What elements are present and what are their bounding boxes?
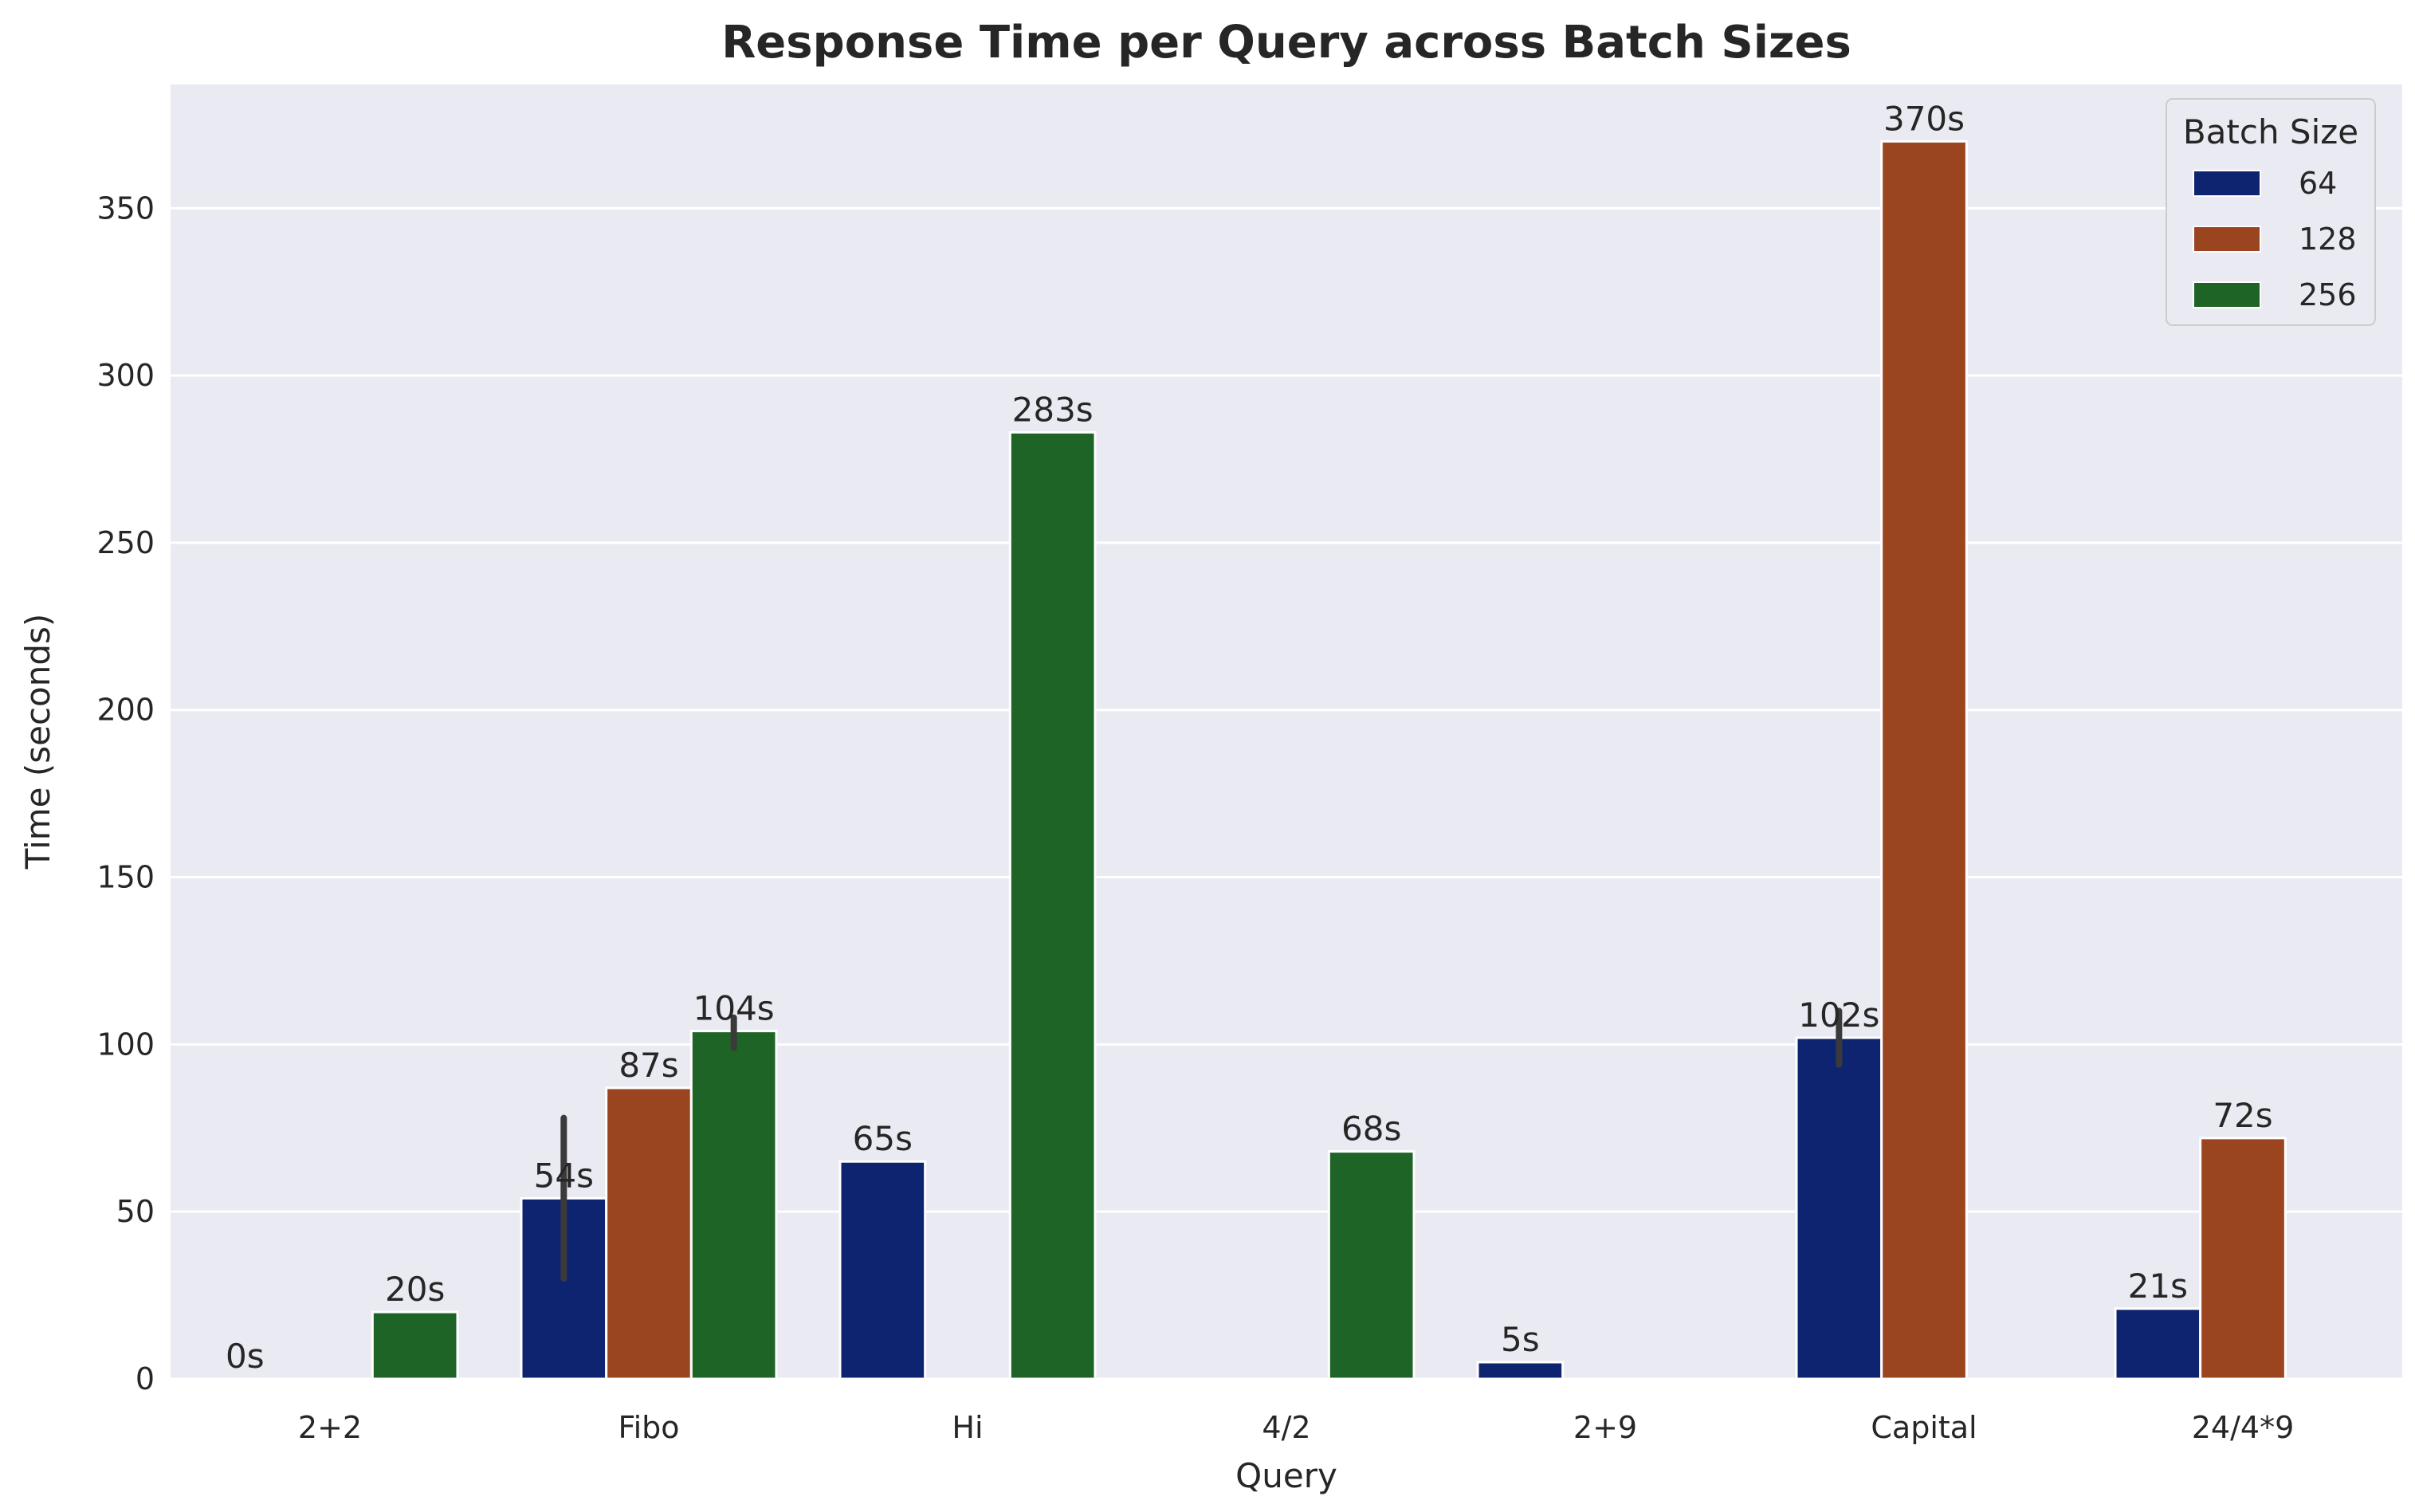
- data-label: 54s: [534, 1156, 594, 1195]
- bar-256-Fibo: [689, 1030, 778, 1380]
- bar-256-Hi: [1008, 430, 1097, 1380]
- bar-64-Capital: [1795, 1036, 1883, 1380]
- bar-128-Fibo: [605, 1086, 693, 1380]
- x-tick-label: Capital: [1871, 1410, 1977, 1445]
- data-label: 104s: [693, 989, 775, 1028]
- legend-label: 256: [2299, 277, 2357, 312]
- bars: [371, 139, 2287, 1380]
- x-tick-label: 4/2: [1262, 1410, 1310, 1445]
- legend-swatch: [2193, 170, 2261, 197]
- data-labels: 0s 54s 65s 5s 102s 21s 87s 370s 72s 20s 104s 283s 68…: [226, 99, 2273, 1376]
- y-tick-label: 50: [116, 1194, 155, 1229]
- x-tick-label: Hi: [952, 1410, 983, 1445]
- data-label: 5s: [1501, 1320, 1540, 1359]
- data-label: 102s: [1798, 996, 1879, 1035]
- legend: Batch Size 64 128 256: [2166, 98, 2376, 326]
- bar-64-2+9: [1476, 1361, 1565, 1380]
- bar-64-24/4*9: [2114, 1307, 2202, 1380]
- bar-256-4/2: [1327, 1150, 1416, 1380]
- bar-64-Hi: [838, 1160, 927, 1380]
- data-label: 72s: [2213, 1096, 2272, 1135]
- legend-title: Batch Size: [2183, 112, 2358, 151]
- y-tick-label: 150: [96, 860, 155, 895]
- y-tick-label: 200: [96, 693, 155, 728]
- x-tick-label: 2+2: [298, 1410, 362, 1445]
- x-axis-ticks: 2+2 Fibo Hi 4/2 2+9 Capital 24/4*9: [298, 1410, 2294, 1445]
- legend-label: 64: [2299, 166, 2337, 201]
- legend-swatch: [2193, 226, 2261, 253]
- data-label: 283s: [1012, 390, 1094, 429]
- data-label: 0s: [226, 1337, 265, 1376]
- bar-128-24/4*9: [2199, 1137, 2287, 1380]
- bar-128-Capital: [1880, 139, 1968, 1380]
- data-label: 20s: [385, 1270, 445, 1309]
- y-axis-ticks: 0 50 100 150 200 250 300 350: [96, 190, 155, 1396]
- data-label: 68s: [1341, 1109, 1401, 1149]
- plot-area: [171, 84, 2402, 1379]
- y-tick-label: 100: [96, 1027, 155, 1062]
- legend-label: 128: [2299, 222, 2357, 257]
- bar-256-2+2: [371, 1310, 459, 1380]
- x-tick-label: 2+9: [1573, 1410, 1637, 1445]
- x-axis-label: Query: [1235, 1456, 1337, 1495]
- data-label: 21s: [2128, 1267, 2188, 1306]
- y-tick-label: 300: [96, 358, 155, 393]
- y-tick-label: 350: [96, 190, 155, 226]
- y-tick-label: 0: [135, 1361, 155, 1396]
- data-label: 370s: [1883, 99, 1965, 138]
- chart-title: Response Time per Query across Batch Siz…: [721, 17, 1852, 69]
- legend-box: [2166, 98, 2376, 326]
- x-tick-label: 24/4*9: [2192, 1410, 2295, 1445]
- legend-swatch: [2193, 281, 2261, 308]
- error-bars: [560, 1007, 1843, 1282]
- y-tick-label: 250: [96, 525, 155, 560]
- data-label: 65s: [853, 1119, 913, 1158]
- y-axis-label: Time (seconds): [18, 614, 57, 870]
- data-label: 87s: [618, 1046, 678, 1085]
- x-tick-label: Fibo: [618, 1410, 679, 1445]
